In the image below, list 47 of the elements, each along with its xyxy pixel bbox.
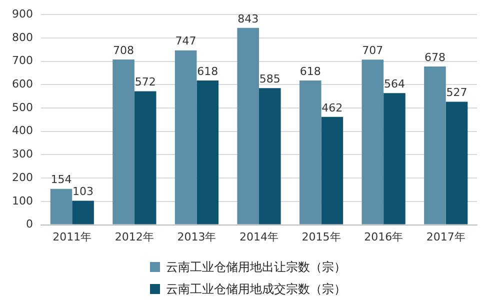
x-tick-label: 2017年 [426,230,466,244]
data-label: 527 [446,86,468,100]
data-label: 618 [197,64,218,78]
bar [196,80,219,224]
y-tick-label: 500 [12,100,33,114]
data-label: 103 [72,185,94,198]
bar [134,91,156,224]
data-label: 564 [384,77,405,90]
x-tick-label: 2011年 [52,230,92,244]
y-tick-label: 400 [12,124,33,138]
bar [384,93,406,224]
data-label: 585 [259,72,280,86]
data-label: 747 [175,34,196,48]
bar [259,88,281,224]
data-label: 572 [134,76,156,89]
y-tick-label: 700 [12,54,33,68]
data-label: 678 [424,50,446,64]
y-tick-label: 0 [26,218,33,231]
data-label: 618 [300,64,321,78]
bar [424,66,446,224]
data-label: 708 [113,44,134,57]
bar [362,60,384,224]
x-tick-label: 2014年 [240,230,278,244]
y-tick-label: 200 [12,170,33,184]
bar [446,102,468,224]
x-tick-label: 2016年 [364,230,404,244]
y-tick-label: 300 [12,148,33,161]
x-tick-label: 2015年 [302,230,341,244]
bar [50,188,72,224]
data-label: 843 [238,12,259,26]
y-tick-label: 100 [12,194,33,208]
bar [112,59,134,224]
bar [72,200,94,224]
legend-label: 云南工业仓储用地成交宗数（宗） [166,280,346,298]
bar [174,50,197,224]
y-tick-label: 900 [12,7,33,20]
data-label: 462 [322,101,343,114]
bar [237,28,259,224]
legend-label: 云南工业仓储用地出让宗数（宗） [166,258,346,276]
data-label: 707 [362,44,384,58]
data-label: 154 [50,173,72,186]
x-tick-label: 2012年 [114,230,154,244]
bar [299,80,322,224]
y-tick-label: 800 [12,30,33,44]
x-tick-label: 2013年 [177,230,216,244]
bar [321,116,344,224]
y-tick-label: 600 [12,78,33,91]
